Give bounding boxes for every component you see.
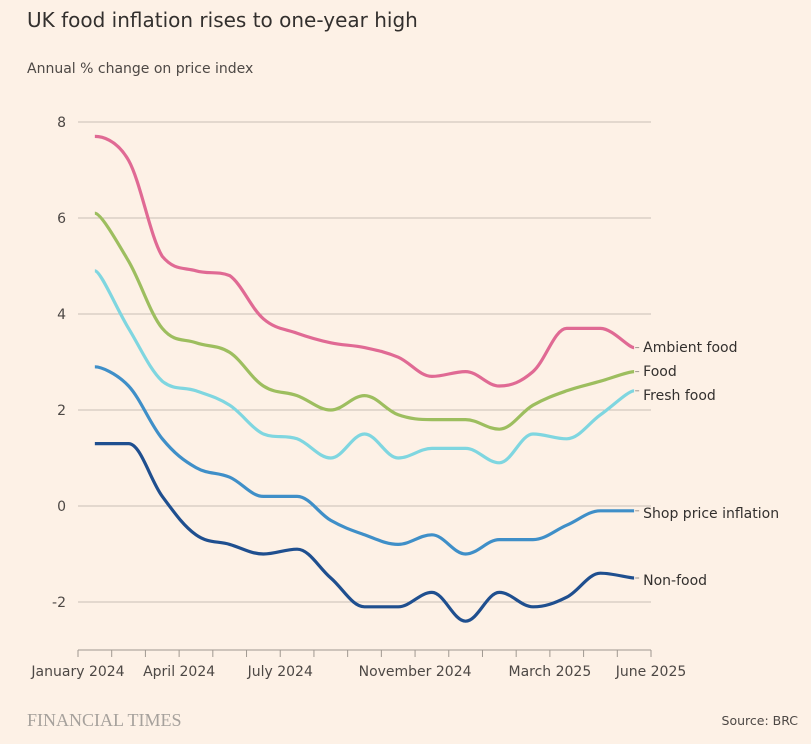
y-tick-label: 2 [57,403,66,419]
series-label-shop-price-inflation: Shop price inflation [643,506,779,522]
ft-logo: FINANCIAL TIMES [27,710,182,730]
x-tick-label: March 2025 [508,664,591,680]
series-line-shop-price-inflation [94,365,635,556]
series-line-ambient-food [94,134,635,388]
series-label-ambient-food: Ambient food [643,340,737,356]
y-tick-label: -2 [52,595,66,611]
chart-subtitle: Annual % change on price index [27,61,254,77]
x-tick-label: June 2025 [615,664,687,680]
source-note: Source: BRC [721,713,798,728]
y-tick-label: 4 [57,307,66,323]
series-line-non-food [94,442,635,623]
gridlines [78,121,651,603]
series-line-food [94,211,635,431]
series-labels: Ambient food Food Fresh food Shop price inf… [635,340,779,589]
y-axis-labels: 8 6 4 2 0 -2 [52,115,66,611]
x-tick-label: November 2024 [359,664,472,680]
y-tick-label: 8 [57,115,66,131]
series-label-food: Food [643,364,677,380]
x-tick-label: April 2024 [143,664,215,680]
series-label-non-food: Non-food [643,573,707,589]
chart-title: UK food inflation rises to one-year high [27,8,418,32]
y-tick-label: 6 [57,211,66,227]
series-line-fresh-food [94,269,635,465]
x-tick-label: January 2024 [30,664,124,680]
series-label-fresh-food: Fresh food [643,388,716,404]
x-axis: January 2024 April 2024 July 2024 November … [30,649,687,680]
x-tick-label: July 2024 [247,664,313,680]
y-tick-label: 0 [57,499,66,515]
series-lines [94,134,635,623]
